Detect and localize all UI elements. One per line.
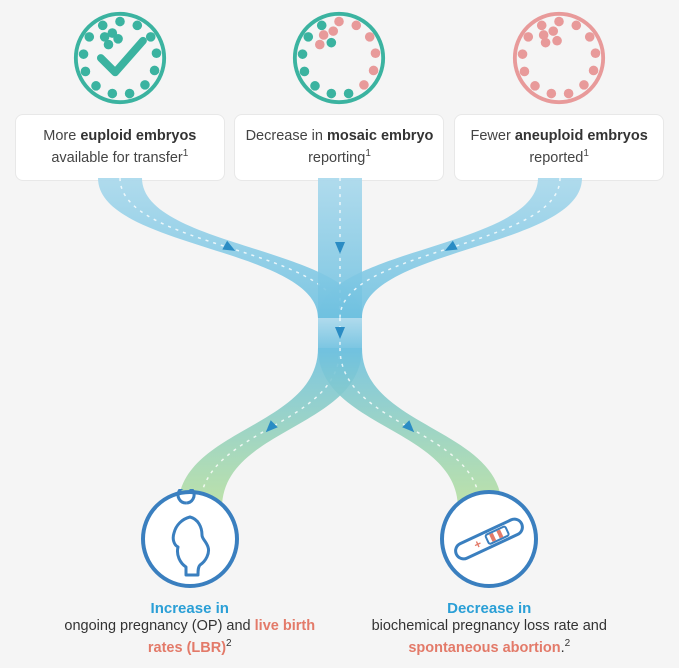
card-mosaic: Decrease in mosaic embryo reporting1 [234,114,444,181]
embryo-euploid-icon [72,10,168,106]
sup: 2 [226,638,232,649]
card-euploid: More euploid embryos available for trans… [15,114,225,181]
top-node-aneuploid: Fewer aneuploid embryos reported1 [454,10,664,181]
accent: spontaneous abortion [408,639,560,655]
bottom-row: Increase in ongoing pregnancy (OP) and l… [0,489,679,658]
top-node-euploid: More euploid embryos available for trans… [15,10,225,181]
sup: 1 [583,148,589,159]
result-title: Increase in [50,600,330,617]
text: reported [529,149,583,165]
top-node-mosaic: Decrease in mosaic embryo reporting1 [234,10,444,181]
text: available for transfer [51,149,182,165]
result-body: ongoing pregnancy (OP) and live birth ra… [50,617,330,658]
top-row: More euploid embryos available for trans… [0,10,679,181]
bold: euploid embryos [80,128,196,144]
sup: 2 [565,638,571,649]
embryo-mosaic-icon [291,10,387,106]
text: More [43,128,80,144]
result-body: biochemical pregnancy loss rate and spon… [349,617,629,658]
bottom-node-decrease: + Decrease in biochemical pregnancy loss… [349,489,629,658]
pregnancy-icon [140,489,240,589]
bottom-node-increase: Increase in ongoing pregnancy (OP) and l… [50,489,330,658]
embryo-aneuploid-icon [511,10,607,106]
text: Decrease in [246,128,327,144]
bold: mosaic embryo [327,128,433,144]
text: reporting [308,149,365,165]
sup: 1 [365,148,371,159]
pregnancy-test-icon: + [439,489,539,589]
flow-diagram [0,178,679,508]
card-aneuploid: Fewer aneuploid embryos reported1 [454,114,664,181]
sup: 1 [183,148,189,159]
bold: aneuploid embryos [515,128,648,144]
text: Fewer [471,128,515,144]
result-title: Decrease in [349,600,629,617]
